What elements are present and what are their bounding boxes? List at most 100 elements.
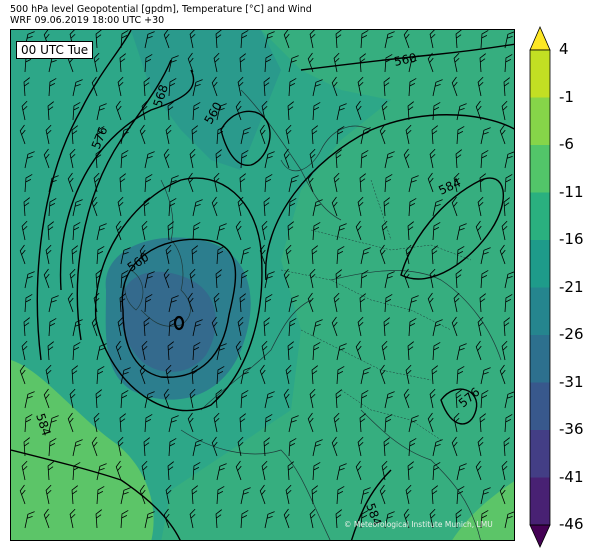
wind-barb — [120, 367, 131, 385]
wind-barb — [503, 437, 510, 457]
wind-barb — [455, 269, 462, 289]
temperature-field-cold-core — [120, 271, 216, 372]
wind-barb — [47, 341, 54, 361]
wind-barb — [264, 294, 273, 313]
wind-barb — [427, 172, 434, 193]
colorbar-tick-label: -1 — [559, 87, 574, 106]
wind-barb — [240, 487, 251, 505]
wind-barb — [333, 412, 340, 433]
wind-barb — [24, 151, 35, 169]
wind-barb — [499, 484, 506, 505]
wind-barb — [191, 245, 198, 265]
colorbar-extend-bottom — [529, 524, 551, 548]
wind-barb — [359, 173, 366, 193]
wind-barb — [501, 460, 508, 481]
wind-barb — [264, 414, 273, 433]
wind-barb — [24, 391, 35, 409]
wind-barb — [501, 100, 508, 121]
wind-barb — [115, 100, 122, 121]
chart-title: 500 hPa level Geopotential [gpdm], Tempe… — [10, 4, 312, 15]
wind-barb — [475, 220, 482, 241]
wind-barb — [453, 292, 460, 313]
wind-barb — [285, 244, 292, 265]
wind-barb — [456, 223, 467, 241]
temperature-field-warm-southeast — [452, 481, 514, 540]
wind-barb — [381, 460, 388, 481]
wind-barb — [263, 317, 270, 337]
colorbar-tick-label: -26 — [559, 325, 584, 343]
wind-barb — [69, 268, 76, 289]
wind-barb — [431, 485, 438, 505]
wind-barb — [309, 148, 316, 169]
wind-barb — [48, 438, 57, 457]
wind-barb — [384, 391, 395, 409]
wind-barb — [429, 148, 436, 169]
wind-barb — [475, 340, 482, 361]
wind-barb — [189, 30, 196, 49]
colorbar-tick-label: 4 — [559, 40, 569, 58]
wind-barb — [456, 343, 467, 361]
wind-barb — [311, 245, 318, 265]
wind-barb — [211, 196, 218, 217]
wind-barb — [360, 270, 369, 289]
weather-map: 560 568 576 560 560 584 584 576 584 — [10, 29, 515, 541]
wind-barb — [283, 148, 290, 169]
colorbar-segment — [530, 430, 550, 478]
wind-barb — [96, 366, 105, 385]
wind-barb — [403, 388, 410, 409]
wind-barb — [261, 220, 268, 241]
wind-barb — [309, 268, 316, 289]
wind-barb — [403, 508, 410, 529]
wind-barb — [499, 244, 506, 265]
colorbar-tick-label: -16 — [559, 230, 584, 248]
wind-barb — [120, 487, 131, 505]
wind-barb — [21, 100, 28, 121]
wind-barb — [429, 268, 436, 289]
wind-barb — [91, 316, 98, 337]
wind-barb — [72, 199, 83, 217]
wind-barb — [189, 508, 196, 529]
wind-barb — [331, 436, 338, 457]
wind-barb — [72, 342, 81, 361]
wind-barb — [408, 438, 417, 457]
wind-barb — [480, 270, 489, 289]
wind-barb — [283, 508, 290, 529]
wind-barb — [360, 127, 371, 145]
wind-barb — [336, 366, 345, 385]
wind-barb — [187, 292, 194, 313]
wind-barb — [215, 389, 222, 409]
wind-barb — [192, 462, 201, 481]
wind-barb — [117, 76, 124, 97]
wind-barb — [288, 318, 297, 337]
wind-barb — [475, 460, 482, 481]
wind-barb — [405, 244, 412, 265]
wind-barb — [307, 292, 314, 313]
wind-barb — [408, 318, 417, 337]
wind-barb — [408, 175, 419, 193]
wind-barb — [455, 389, 462, 409]
wind-barb — [168, 175, 179, 193]
wind-barb — [93, 52, 100, 73]
wind-barb — [504, 54, 513, 73]
wind-barb — [191, 365, 198, 385]
wind-barb — [211, 76, 218, 97]
wind-barb — [480, 30, 489, 49]
wind-barb — [477, 316, 484, 337]
wind-barb — [168, 415, 179, 433]
wind-barb — [336, 486, 345, 505]
wind-barb — [431, 125, 438, 145]
wind-barb — [285, 364, 292, 385]
wind-barb — [213, 52, 220, 73]
wind-barb — [144, 31, 155, 49]
wind-barb — [144, 511, 155, 529]
wind-barb — [47, 101, 54, 121]
colorbar-segment — [530, 477, 550, 525]
wind-barb — [403, 268, 410, 289]
wind-barb — [187, 412, 194, 433]
colorbar-tick-label: -41 — [559, 467, 584, 486]
wind-barb — [288, 415, 299, 433]
wind-barb — [143, 77, 150, 97]
wind-barb — [331, 196, 338, 217]
wind-barb — [96, 486, 105, 505]
wind-barb — [119, 53, 126, 73]
